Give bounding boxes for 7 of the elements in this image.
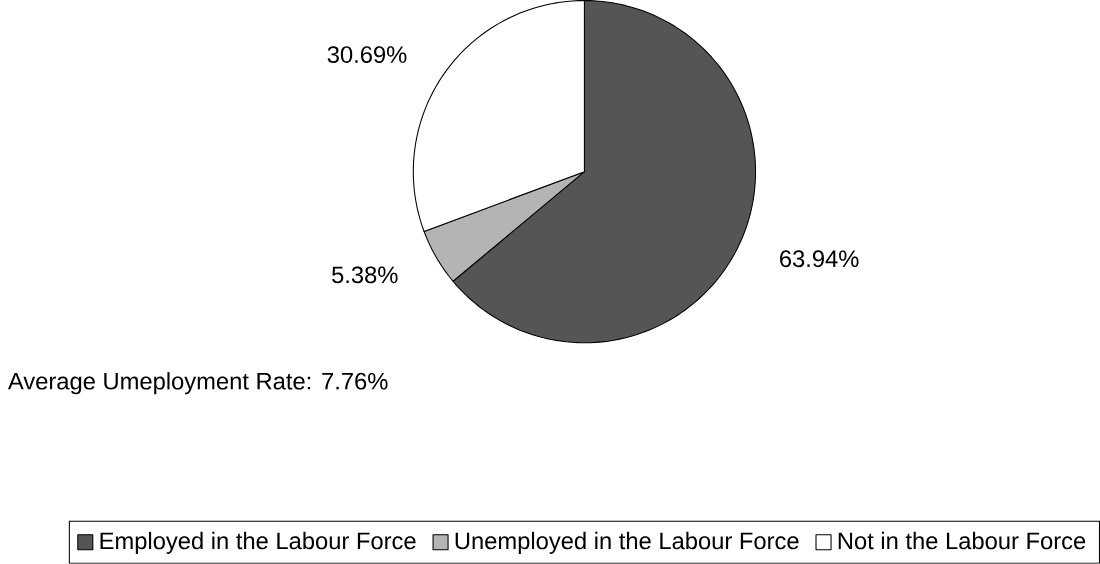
data-label: 63.94% [780,250,859,268]
legend-label: Unemployed in the Labour Force [455,531,799,555]
data-label: 30.69% [327,46,407,64]
data-label: 5.38% [332,266,398,284]
text: Average Umeployment Rate: 7.76% [7,372,388,395]
legend-label: Not in the Labour Force [838,531,1086,550]
legend-label: Employed in the Labour Force [100,531,416,555]
